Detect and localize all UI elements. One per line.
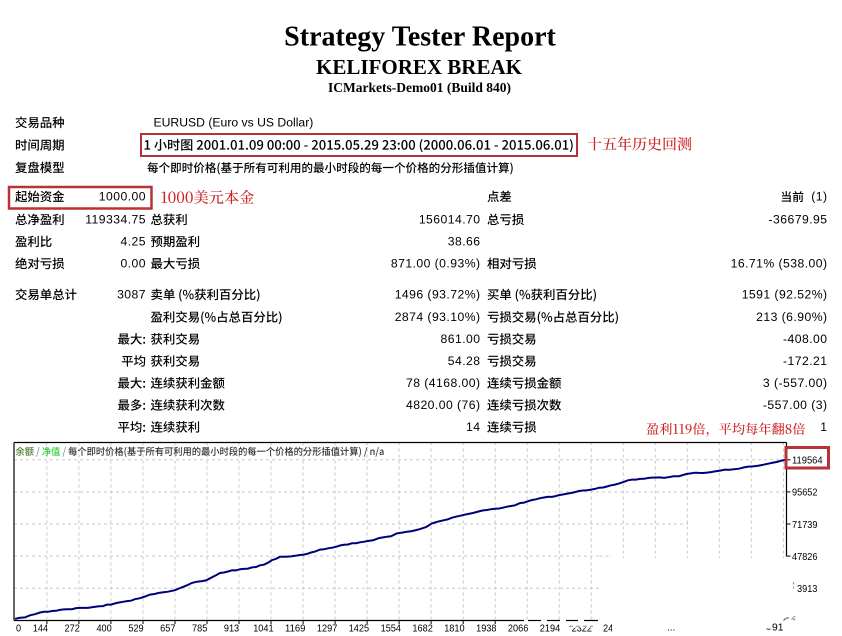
svg-text:91: 91 <box>772 622 784 634</box>
svg-text:1425: 1425 <box>349 623 370 635</box>
svg-text:657: 657 <box>160 623 175 635</box>
svg-text:2066: 2066 <box>508 623 529 635</box>
svg-text:1496 (93.72%): 1496 (93.72%) <box>395 288 481 302</box>
svg-text:400: 400 <box>96 623 111 635</box>
svg-text:1591 (92.52%): 1591 (92.52%) <box>742 288 828 302</box>
svg-text:785: 785 <box>192 623 207 635</box>
svg-text:16.71% (538.00): 16.71% (538.00) <box>731 257 828 271</box>
svg-text:2194: 2194 <box>540 623 561 635</box>
svg-text:95652: 95652 <box>792 487 818 499</box>
svg-text:47826: 47826 <box>792 551 818 563</box>
svg-text:0.00: 0.00 <box>120 257 146 271</box>
svg-text:4.25: 4.25 <box>120 235 146 249</box>
svg-text:1682: 1682 <box>412 623 433 635</box>
svg-text:KELIFOREX BREAK: KELIFOREX BREAK <box>316 55 523 79</box>
svg-text:24: 24 <box>603 623 613 635</box>
svg-text:1297: 1297 <box>317 623 338 635</box>
svg-text:213 (6.90%): 213 (6.90%) <box>756 310 827 324</box>
svg-text:2874 (93.10%): 2874 (93.10%) <box>395 310 481 324</box>
svg-text:0: 0 <box>16 623 21 635</box>
svg-text:2322: 2322 <box>572 623 593 635</box>
svg-text:-172.21: -172.21 <box>783 354 828 368</box>
svg-text:1000.00: 1000.00 <box>99 190 146 204</box>
svg-text:-408.00: -408.00 <box>783 332 828 346</box>
svg-text:871.00 (0.93%): 871.00 (0.93%) <box>391 257 481 271</box>
svg-text:4820.00 (76): 4820.00 (76) <box>406 398 481 412</box>
svg-text:1: 1 <box>820 420 827 434</box>
svg-text:119334.75: 119334.75 <box>85 213 146 227</box>
svg-text:1810: 1810 <box>444 623 465 635</box>
svg-text:38.66: 38.66 <box>448 235 481 249</box>
svg-text:(1): (1) <box>811 190 827 204</box>
svg-text:-557.00 (3): -557.00 (3) <box>763 398 828 412</box>
svg-text:529: 529 <box>128 623 143 635</box>
svg-text:913: 913 <box>224 623 239 635</box>
svg-text:78 (4168.00): 78 (4168.00) <box>406 376 481 390</box>
svg-text:1938: 1938 <box>476 623 497 635</box>
svg-text:1169: 1169 <box>285 623 306 635</box>
svg-text:54.28: 54.28 <box>448 354 481 368</box>
svg-text:119564: 119564 <box>792 455 823 467</box>
svg-text:861.00: 861.00 <box>441 332 481 346</box>
svg-text:-36679.95: -36679.95 <box>769 213 828 227</box>
svg-text:144: 144 <box>33 623 48 635</box>
svg-text:ICMarkets-Demo01 (Build 840): ICMarkets-Demo01 (Build 840) <box>328 80 511 95</box>
svg-text:EURUSD (Euro vs US Dollar): EURUSD (Euro vs US Dollar) <box>154 116 314 130</box>
svg-text:3913: 3913 <box>797 583 818 595</box>
svg-text:1041: 1041 <box>253 623 274 635</box>
svg-text:71739: 71739 <box>792 519 818 531</box>
svg-text:3087: 3087 <box>117 288 146 302</box>
svg-text:272: 272 <box>65 623 80 635</box>
svg-text:1554: 1554 <box>381 623 402 635</box>
svg-text:156014.70: 156014.70 <box>419 213 481 227</box>
svg-text:3 (-557.00): 3 (-557.00) <box>763 376 828 390</box>
svg-text:14: 14 <box>466 420 480 434</box>
svg-text:...: ... <box>667 623 675 634</box>
svg-text:Strategy Tester Report: Strategy Tester Report <box>284 22 556 53</box>
